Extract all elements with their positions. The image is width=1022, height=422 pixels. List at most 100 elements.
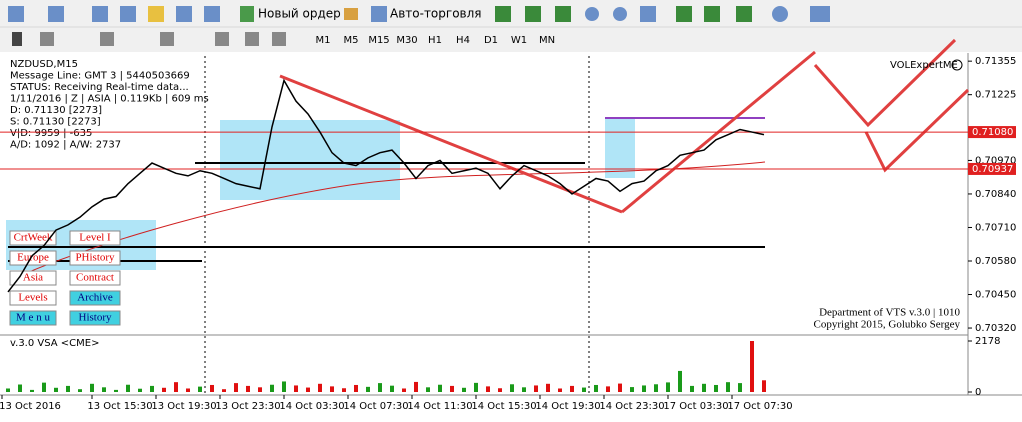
icon[interactable] [640,6,656,22]
button-label[interactable]: M e n u [16,312,50,324]
x-tick-label: 17 Oct 07:30 [727,401,792,412]
volume-bar [522,387,526,392]
auto-trading-button[interactable]: Авто-торговля [390,7,482,21]
smiley [951,59,963,71]
volume-bar [186,388,190,392]
volume-bar [150,385,154,392]
button[interactable] [69,310,121,326]
icon[interactable] [495,6,511,22]
button-panel: CrtWeek Level I Europe PHistory Asia Contract… [9,230,121,326]
volume-bar [318,383,322,392]
icon[interactable] [8,6,24,22]
button-label[interactable]: Levels [18,292,47,304]
timeframe-button[interactable]: M5 [344,35,359,46]
info-line: Message Line: GMT 3 | 5440503669 [10,71,190,82]
icon[interactable] [100,32,114,46]
volume-bar [654,384,658,392]
timeframe-button[interactable]: M1 [316,35,331,46]
volume-bar [690,385,694,392]
button-label[interactable]: Europe [17,252,49,264]
volume-bar [222,389,226,392]
volume-bar [366,386,370,392]
button[interactable] [9,310,57,326]
icon[interactable] [772,6,788,22]
button-label[interactable]: Asia [23,272,43,284]
timeframe-button[interactable]: H4 [456,35,470,46]
button-label[interactable]: PHistory [75,252,115,264]
volume-bar [6,388,10,392]
volume-bar [294,385,298,392]
icon[interactable] [92,6,108,22]
icon[interactable] [148,6,164,22]
icon[interactable] [176,6,192,22]
info-line: 1/11/2016 | Z | ASIA | 0.119Kb | 609 ms [10,94,209,105]
icon[interactable] [704,6,720,22]
timeframe-button[interactable]: W1 [511,35,527,46]
icon[interactable] [736,6,752,22]
y-tick-label: 0.70580 [975,256,1016,267]
button[interactable] [9,250,57,266]
icon[interactable] [215,32,229,46]
button[interactable] [69,290,121,306]
icon[interactable] [40,32,54,46]
icon[interactable] [344,8,358,20]
timeframe-button[interactable]: H1 [428,35,442,46]
icon[interactable] [613,7,627,21]
timeframe-button[interactable]: MN [539,35,555,46]
footer: Department of VTS v.3.0 | 1010 [819,307,960,319]
button[interactable] [9,290,57,306]
y-tick-label: 2178 [975,336,1000,347]
button-label[interactable]: Archive [77,292,113,304]
info-line: STATUS: Receiving Real-time data... [10,82,189,93]
icon[interactable] [245,32,259,46]
new-order-button[interactable]: Новый ордер [258,7,341,21]
price-label: 0.70937 [972,164,1013,175]
icon[interactable] [12,32,22,46]
button-label[interactable]: Contract [76,272,114,284]
volume-bar [474,382,478,392]
x-tick-label: 14 Oct 19:30 [535,401,600,412]
timeframe-button[interactable]: D1 [484,35,498,46]
volume-bar [582,387,586,392]
icon[interactable] [240,6,254,22]
button-label[interactable]: History [79,312,113,324]
x-tick-label: 14 Oct 03:30 [279,401,344,412]
volume-bar [702,383,706,392]
volume-bar [534,385,538,392]
volume-bar [738,383,742,392]
icon[interactable] [555,6,571,22]
button[interactable] [9,230,57,246]
icon[interactable] [204,6,220,22]
button-label[interactable]: CrtWeek [14,232,53,244]
volume-bar [210,384,214,392]
info-line: A/D: 1092 | A/W: 2737 [10,140,121,151]
icon[interactable] [585,7,599,21]
icon[interactable] [371,6,387,22]
volume-bar [750,341,754,392]
info-line: V|D: 9959 | -635 [10,128,92,139]
volume-bar [438,384,442,392]
timeframe-button[interactable]: M30 [396,35,417,46]
icon[interactable] [676,6,692,22]
timeframe-button[interactable]: M15 [368,35,389,46]
icon[interactable] [120,6,136,22]
button-label[interactable]: Level I [79,232,111,244]
trend-line [279,74,623,214]
icon[interactable] [525,6,541,22]
volume-bar [498,388,502,392]
icon[interactable] [160,32,174,46]
button[interactable] [69,230,121,246]
volume-bar [462,387,466,392]
button[interactable] [69,270,121,286]
volume-bar [762,380,766,392]
volume-bar [162,387,166,392]
icon[interactable] [810,6,830,22]
profile [605,118,635,178]
icon[interactable] [272,32,286,46]
x-tick-label: 14 Oct 23:30 [599,401,664,412]
icon[interactable] [48,6,64,22]
button[interactable] [69,250,121,266]
volume-bar [714,384,718,392]
volume-bar [666,382,670,392]
